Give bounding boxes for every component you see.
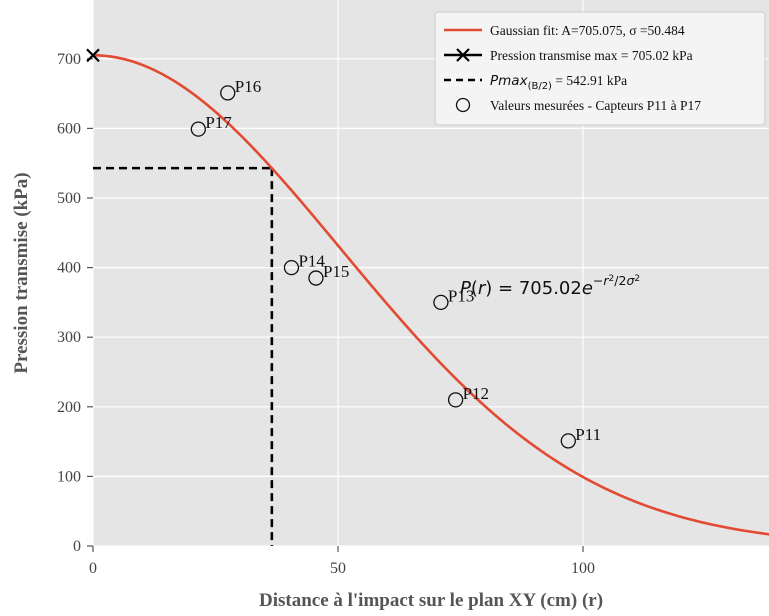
measurement-point: [560, 433, 576, 449]
y-tick-label: 500: [57, 190, 81, 207]
measurement-point: [433, 294, 449, 311]
x-tick-label: 0: [89, 560, 97, 577]
measurement-point: [447, 392, 464, 408]
half-max-lines: [93, 166, 274, 546]
x-tick-label: 100: [571, 560, 595, 577]
y-axis-title: Pression transmise (kPa): [11, 172, 32, 373]
y-axis-ticks: 0 100 200 300 400 500 600 700: [57, 51, 93, 555]
formula-annotation: P(r) = 705.02e−r2/2σ2: [460, 273, 640, 299]
x-tick-label: 50: [330, 560, 346, 577]
y-tick-label: 300: [57, 329, 81, 346]
y-tick-label: 200: [57, 399, 81, 416]
legend-measurements-label: Valeurs mesurées - Capteurs P11 à P17: [490, 98, 701, 113]
legend-circle-marker-icon: [455, 97, 471, 113]
gaussian-fit-line: [92, 53, 769, 536]
legend-box: [434, 11, 766, 126]
pmax-marker: [86, 48, 100, 63]
measurement-point: [190, 121, 207, 137]
measurement-point-label: P14: [298, 252, 325, 271]
y-tick-label: 600: [57, 120, 81, 137]
legend: Gaussian fit: A=705.075, σ =50.484 Press…: [434, 11, 766, 126]
pmax-x-marker-icon: [86, 48, 100, 63]
y-tick-label: 0: [73, 538, 81, 555]
legend-fit-label: Gaussian fit: A=705.075, σ =50.484: [490, 23, 685, 38]
measurement-point-label: P11: [575, 425, 601, 444]
y-tick-label: 700: [57, 51, 81, 68]
y-tick-label: 400: [57, 260, 81, 277]
measurement-point-label: P13: [448, 286, 474, 305]
measurement-point-label: P12: [463, 384, 489, 403]
measurement-point: [283, 259, 300, 276]
legend-x-marker-icon: [456, 48, 470, 62]
measurement-point-label: P16: [235, 77, 261, 96]
measurement-point-label: P17: [205, 113, 232, 132]
legend-pmax-label: Pression transmise max = 705.02 kPa: [490, 48, 693, 63]
measurement-point-label: P15: [323, 262, 349, 281]
y-tick-label: 100: [57, 468, 81, 485]
measurement-point: [308, 270, 324, 286]
measurement-point: [220, 85, 236, 101]
x-axis-ticks: 050100150200250: [89, 546, 595, 577]
x-axis-title: Distance à l'impact sur le plan XY (cm) …: [259, 590, 603, 611]
legend-halfmax-label: Pmax(B/2) = 542.91 kPa: [490, 73, 627, 92]
